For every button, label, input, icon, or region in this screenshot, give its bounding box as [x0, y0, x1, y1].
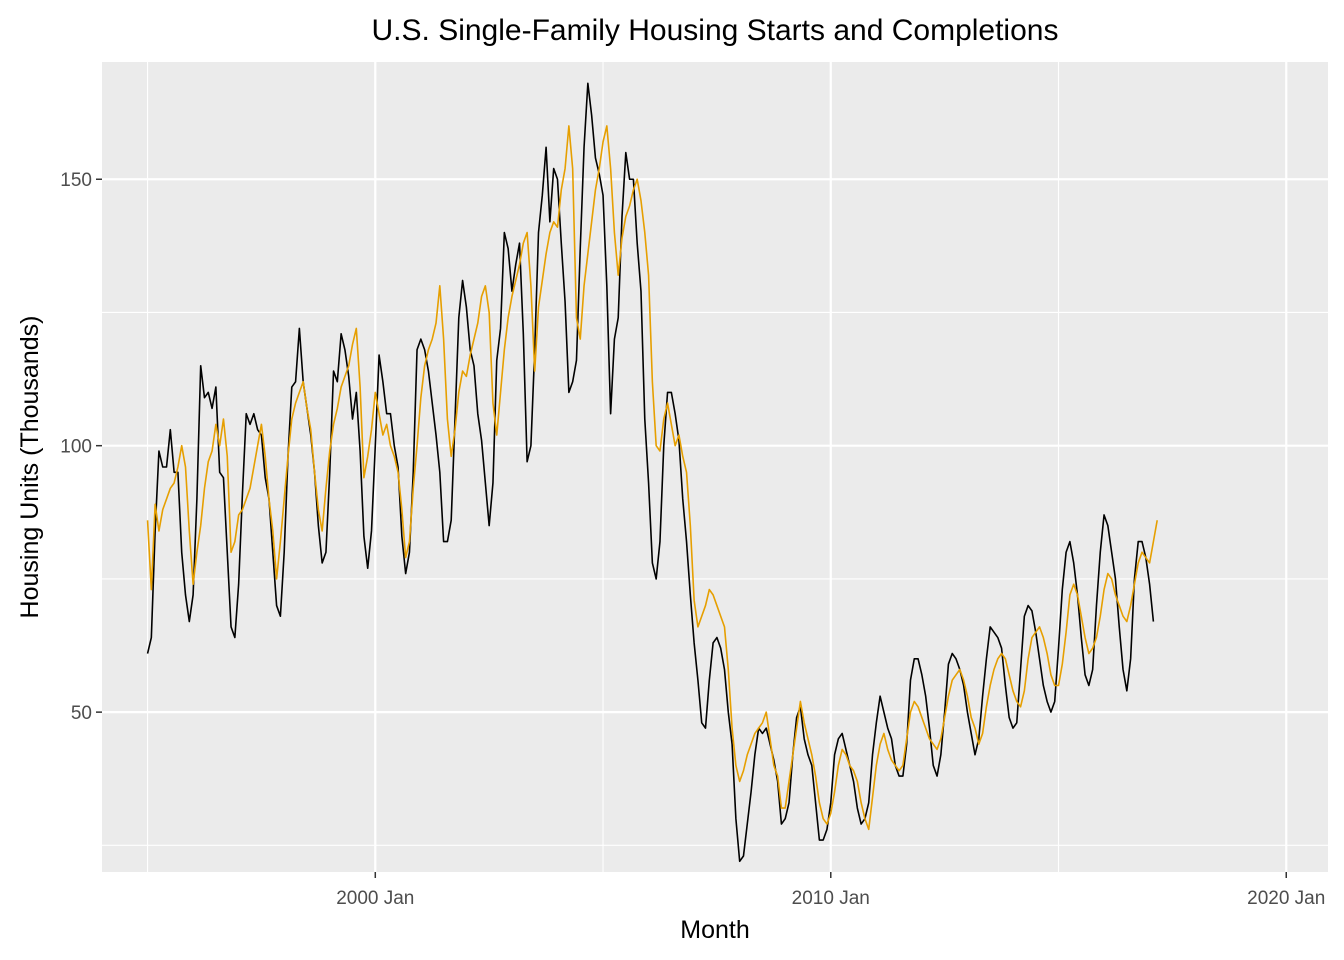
- y-tick-label: 50: [71, 703, 92, 724]
- chart-title: U.S. Single-Family Housing Starts and Co…: [372, 14, 1059, 47]
- grid-lines: [102, 62, 1328, 872]
- y-axis-title: Housing Units (Thousands): [16, 316, 44, 619]
- series-lines: [146, 82, 1158, 863]
- series-line-2: [146, 125, 1158, 831]
- x-tick-label: 2000 Jan: [336, 888, 414, 909]
- x-axis-title: Month: [680, 916, 749, 944]
- plot-panel: [102, 62, 1328, 872]
- y-tick-label: 100: [60, 437, 92, 458]
- x-tick-label: 2020 Jan: [1247, 888, 1325, 909]
- x-axis-ticks: 2000 Jan 2010 Jan 2020 Jan: [336, 872, 1325, 909]
- x-tick-label: 2010 Jan: [792, 888, 870, 909]
- y-axis-ticks: 50 100 150: [60, 170, 102, 724]
- y-tick-label: 150: [60, 170, 92, 191]
